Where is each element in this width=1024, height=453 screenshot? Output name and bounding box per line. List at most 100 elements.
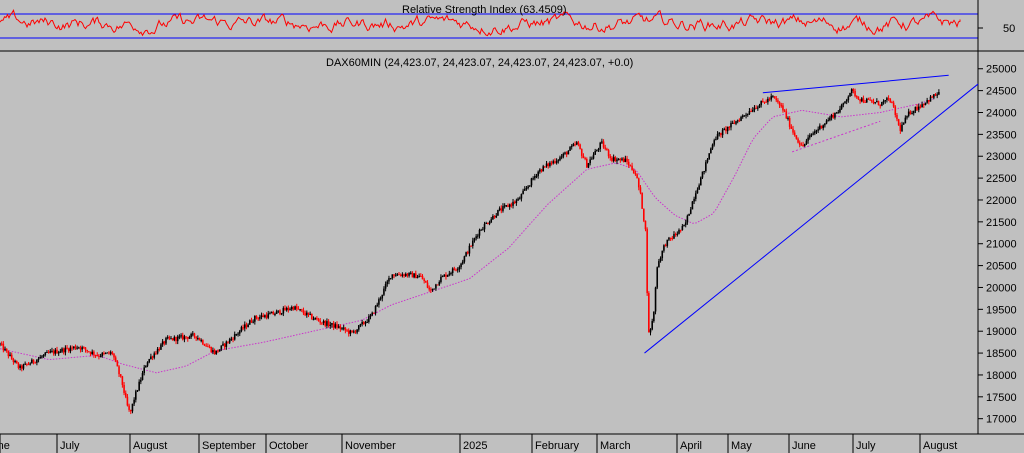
candle-body: [156, 348, 159, 354]
candle-body: [186, 337, 189, 339]
candle-body: [237, 333, 239, 335]
candle-body: [912, 111, 915, 114]
candle-body: [649, 329, 652, 333]
candle-body: [379, 298, 382, 300]
candle-body: [916, 106, 918, 110]
candle-body: [84, 347, 87, 350]
candle-body: [230, 338, 233, 340]
candle-body: [228, 339, 231, 343]
candle-body: [694, 193, 697, 199]
candle-body: [285, 307, 288, 311]
candle-body: [376, 304, 379, 307]
x-axis-label: October: [269, 440, 308, 452]
candle-body: [708, 153, 710, 160]
candle-body: [820, 125, 823, 129]
candle-body: [243, 324, 246, 329]
candle-body: [257, 318, 259, 320]
candle-body: [634, 173, 637, 175]
candle-body: [255, 315, 258, 319]
candle-body: [438, 282, 441, 285]
x-axis-label: April: [680, 440, 702, 452]
x-axis-label: November: [345, 440, 396, 452]
candle-body: [401, 274, 404, 276]
rsi-title: Relative Strength Index (63.4509): [402, 4, 567, 16]
price-tick-label: 17500: [986, 392, 1017, 404]
price-tick-label: 22000: [986, 195, 1017, 207]
candle-body: [190, 334, 192, 338]
candle-body: [292, 307, 295, 310]
candle-body: [413, 273, 415, 278]
candle-body: [22, 364, 25, 369]
candle-body: [523, 189, 526, 191]
candle-body: [532, 178, 534, 180]
candle-body: [760, 100, 762, 106]
candle-body: [658, 261, 660, 268]
candle-body: [57, 352, 60, 354]
candle-body: [118, 366, 120, 375]
candle-body: [693, 198, 695, 202]
candle-body: [93, 351, 95, 355]
candle-body: [245, 324, 248, 328]
candle-body: [394, 275, 397, 277]
candle-body: [56, 349, 58, 354]
candle-body: [384, 284, 387, 289]
candle-body: [470, 245, 472, 247]
candle-body: [108, 352, 110, 354]
candle-body: [456, 269, 459, 271]
price-tick-label: 25000: [986, 64, 1017, 76]
candle-body: [716, 134, 719, 140]
candle-body: [250, 320, 253, 323]
candle-body: [272, 311, 275, 315]
candle-body: [750, 111, 752, 113]
candle-body: [12, 358, 15, 362]
candle-body: [311, 313, 313, 320]
candle-body: [921, 104, 923, 108]
candle-body: [876, 101, 878, 103]
candle-body: [420, 275, 422, 277]
candle-body: [332, 322, 335, 328]
candle-body: [656, 267, 659, 288]
candle-body: [790, 126, 793, 129]
candle-body: [596, 150, 598, 152]
candle-body: [451, 268, 454, 273]
candle-body: [674, 234, 677, 236]
candle-body: [584, 158, 586, 160]
candle-body: [534, 176, 536, 179]
candle-body: [225, 341, 228, 347]
candle-body: [106, 352, 109, 354]
candle-body: [544, 166, 546, 168]
candle-body: [259, 316, 261, 319]
candle-body: [887, 98, 890, 100]
candle-body: [745, 114, 747, 116]
candle-body: [664, 245, 667, 247]
candle-body: [884, 100, 887, 102]
candle-body: [383, 288, 385, 295]
candle-body: [530, 178, 533, 186]
candle-body: [450, 272, 452, 274]
candle-body: [651, 321, 653, 330]
candle-body: [319, 320, 322, 323]
candle-body: [435, 284, 437, 289]
candle-body: [718, 132, 721, 135]
candle-body: [852, 89, 855, 91]
candle-body: [938, 92, 940, 95]
candle-body: [193, 333, 196, 337]
candle-body: [386, 281, 389, 285]
candle-body: [849, 93, 851, 97]
candle-body: [872, 101, 875, 103]
candle-body: [389, 278, 392, 280]
candle-body: [408, 272, 410, 276]
candle-body: [374, 306, 377, 314]
candle-body: [223, 343, 226, 347]
candle-body: [356, 329, 358, 333]
candle-body: [735, 121, 737, 124]
candle-body: [601, 141, 603, 143]
candle-body: [198, 338, 201, 341]
x-axis-label: July: [856, 440, 876, 452]
candle-body: [803, 143, 806, 146]
candle-body: [423, 279, 425, 281]
candle-body: [710, 148, 712, 154]
candle-body: [696, 189, 699, 194]
candle-body: [116, 360, 119, 367]
candle-body: [176, 336, 179, 342]
